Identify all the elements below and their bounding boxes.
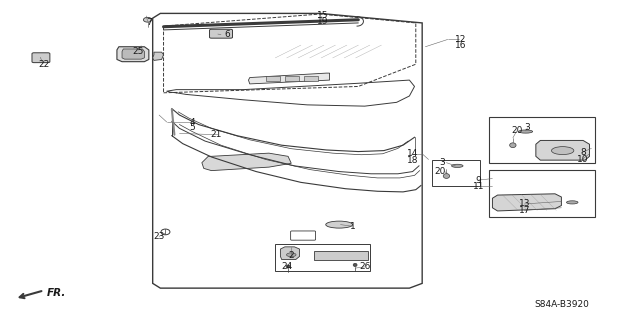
Ellipse shape bbox=[444, 174, 450, 178]
Text: 8: 8 bbox=[580, 148, 586, 157]
Bar bbox=[304, 76, 318, 81]
Text: 16: 16 bbox=[455, 41, 467, 50]
Text: 20: 20 bbox=[511, 126, 522, 135]
Text: 7: 7 bbox=[146, 19, 152, 27]
Text: 10: 10 bbox=[577, 155, 589, 164]
Text: 25: 25 bbox=[132, 47, 144, 56]
Polygon shape bbox=[248, 73, 330, 84]
Text: 23: 23 bbox=[154, 232, 164, 241]
Ellipse shape bbox=[326, 221, 353, 228]
Ellipse shape bbox=[286, 265, 290, 268]
Polygon shape bbox=[280, 247, 300, 260]
Polygon shape bbox=[117, 47, 149, 62]
Ellipse shape bbox=[518, 130, 532, 133]
Ellipse shape bbox=[143, 17, 152, 22]
Polygon shape bbox=[536, 140, 589, 160]
Text: 3: 3 bbox=[525, 123, 531, 132]
Ellipse shape bbox=[552, 147, 574, 155]
Text: 20: 20 bbox=[435, 167, 445, 176]
Bar bbox=[275, 244, 370, 271]
Bar bbox=[266, 76, 280, 81]
Text: 5: 5 bbox=[189, 123, 195, 132]
Text: 11: 11 bbox=[472, 182, 484, 191]
Ellipse shape bbox=[452, 164, 463, 167]
FancyBboxPatch shape bbox=[209, 29, 232, 38]
Bar bbox=[285, 76, 299, 81]
Ellipse shape bbox=[566, 201, 578, 204]
Text: 14: 14 bbox=[407, 149, 419, 158]
Bar bbox=[314, 251, 368, 260]
FancyBboxPatch shape bbox=[32, 53, 50, 63]
Polygon shape bbox=[122, 49, 145, 59]
Text: 2: 2 bbox=[289, 251, 294, 260]
Text: 6: 6 bbox=[225, 30, 230, 39]
Ellipse shape bbox=[509, 143, 516, 148]
Text: 15: 15 bbox=[317, 11, 329, 20]
Text: 22: 22 bbox=[38, 60, 50, 69]
Bar bbox=[432, 160, 479, 187]
Text: 13: 13 bbox=[518, 199, 530, 208]
Text: 12: 12 bbox=[455, 35, 466, 44]
Text: 24: 24 bbox=[281, 262, 292, 271]
Ellipse shape bbox=[287, 253, 296, 257]
Bar bbox=[489, 117, 595, 163]
Text: 9: 9 bbox=[476, 176, 481, 185]
Text: 4: 4 bbox=[189, 117, 195, 127]
Polygon shape bbox=[153, 52, 164, 60]
Polygon shape bbox=[492, 194, 561, 211]
Bar bbox=[489, 170, 595, 217]
Text: 17: 17 bbox=[518, 206, 530, 215]
Text: 18: 18 bbox=[407, 156, 419, 165]
Text: S84A-B3920: S84A-B3920 bbox=[534, 300, 589, 309]
Text: 21: 21 bbox=[211, 130, 222, 139]
Polygon shape bbox=[202, 153, 291, 171]
Text: 26: 26 bbox=[359, 262, 371, 271]
Text: 19: 19 bbox=[317, 17, 329, 26]
Text: FR.: FR. bbox=[47, 288, 66, 298]
Text: 3: 3 bbox=[440, 158, 445, 167]
Ellipse shape bbox=[353, 263, 357, 267]
Text: 1: 1 bbox=[350, 222, 356, 231]
